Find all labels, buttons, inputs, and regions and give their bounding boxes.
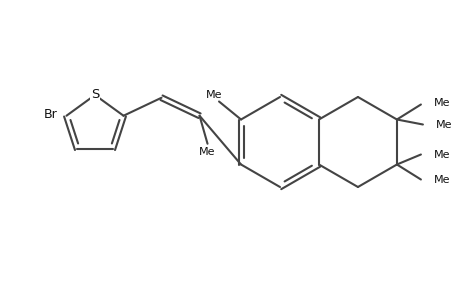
Text: Me: Me [433, 149, 449, 160]
Text: Me: Me [199, 147, 215, 157]
Text: Me: Me [435, 119, 452, 130]
Text: S: S [90, 88, 99, 100]
Text: Me: Me [433, 175, 449, 184]
Text: Me: Me [205, 89, 222, 100]
Text: Br: Br [44, 108, 57, 121]
Text: Me: Me [433, 98, 449, 109]
